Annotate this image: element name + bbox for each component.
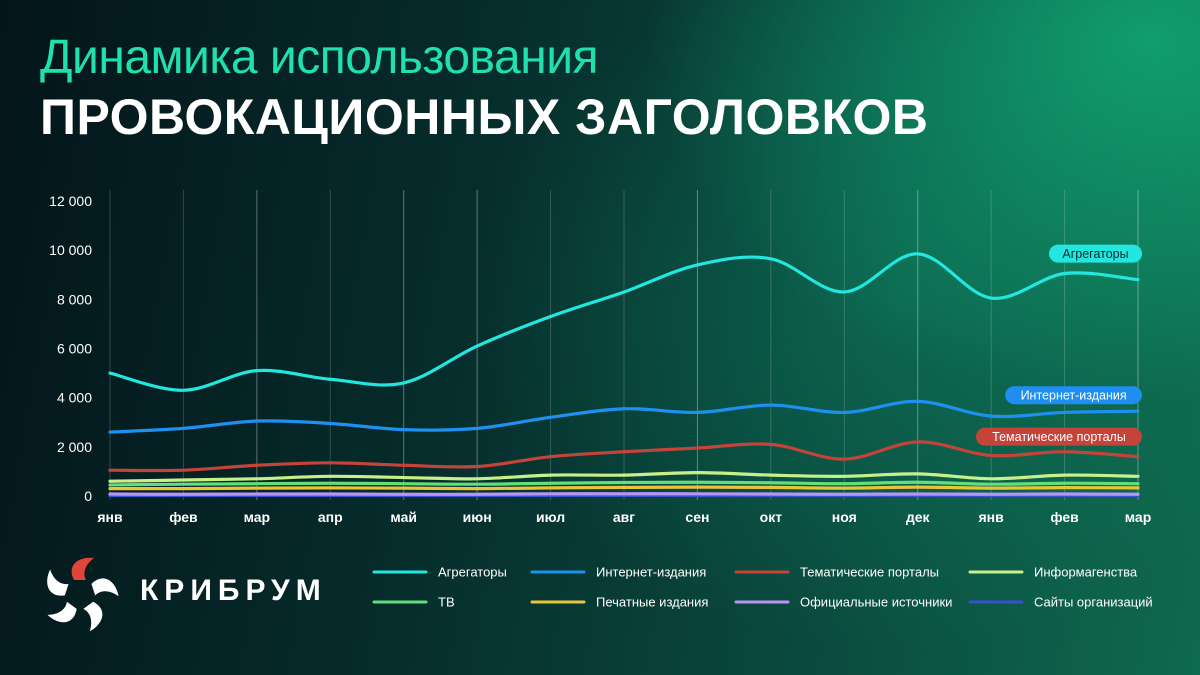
series-end-label-pill bbox=[1049, 244, 1142, 263]
y-tick-label: 2 000 bbox=[57, 439, 92, 455]
chart-title-line1: Динамика использования bbox=[40, 31, 599, 84]
series-end-labels: Агрегаторы Интернет-издания Тематические п… bbox=[976, 244, 1142, 446]
kribrum-logo-icon bbox=[47, 557, 119, 632]
x-tick-label: апр bbox=[318, 509, 343, 525]
x-tick-label: мар bbox=[244, 509, 271, 525]
y-tick-label: 0 bbox=[84, 488, 92, 504]
series-lines bbox=[108, 252, 1140, 498]
legend-label: Сайты организаций bbox=[1034, 595, 1153, 610]
series-line bbox=[108, 399, 1140, 434]
x-tick-label: ноя bbox=[832, 509, 857, 525]
x-tick-label: фев bbox=[169, 509, 198, 525]
x-tick-label: июл bbox=[536, 509, 565, 525]
legend-label: Информагенства bbox=[1034, 565, 1138, 580]
x-tick-label: сен bbox=[685, 509, 709, 525]
series-line bbox=[108, 485, 1140, 491]
x-tick-label: янв bbox=[97, 509, 123, 525]
series-line bbox=[108, 471, 1140, 483]
y-tick-label: 12 000 bbox=[49, 193, 92, 209]
series-line bbox=[108, 440, 1140, 473]
x-axis-ticks: янв фев мар апр май июн июл авг сен окт ноя дек янв ф… bbox=[97, 509, 1151, 525]
brand-name: КРИБРУМ bbox=[140, 574, 327, 607]
y-tick-label: 8 000 bbox=[57, 291, 92, 307]
series-end-label-pill bbox=[976, 427, 1142, 446]
x-tick-label: янв bbox=[979, 509, 1005, 525]
grid-lines bbox=[109, 190, 1139, 500]
series-end-label-pill bbox=[1005, 386, 1142, 405]
legend-label: Интернет-издания bbox=[596, 565, 706, 580]
series-line bbox=[108, 492, 1140, 496]
series-line bbox=[108, 480, 1140, 487]
series-line bbox=[108, 252, 1140, 392]
chart-title-line2: ПРОВОКАЦИОННЫХ ЗАГОЛОВКОВ bbox=[40, 89, 929, 145]
y-axis-ticks: 0 2 000 4 000 6 000 8 000 10 000 12 000 bbox=[49, 193, 92, 504]
series-end-label: Интернет-издания bbox=[1021, 389, 1127, 403]
series-end-label: Тематические порталы bbox=[992, 430, 1126, 444]
series-end-label: Агрегаторы bbox=[1062, 247, 1128, 261]
legend-label: Печатные издания bbox=[596, 595, 708, 610]
legend-label: Официальные источники bbox=[800, 595, 952, 610]
x-tick-label: фев bbox=[1050, 509, 1079, 525]
x-tick-label: авг bbox=[613, 509, 635, 525]
y-tick-label: 10 000 bbox=[49, 242, 92, 258]
x-tick-label: окт bbox=[760, 509, 783, 525]
legend-label: Агрегаторы bbox=[438, 565, 507, 580]
y-tick-label: 6 000 bbox=[57, 341, 92, 357]
x-tick-label: июн bbox=[463, 509, 492, 525]
x-tick-label: мар bbox=[1125, 509, 1152, 525]
y-tick-label: 4 000 bbox=[57, 390, 92, 406]
x-tick-label: дек bbox=[906, 509, 931, 525]
x-tick-label: май bbox=[390, 509, 417, 525]
legend-label: Тематические порталы bbox=[800, 565, 939, 580]
legend: Агрегаторы Интернет-издания Тематические п… bbox=[372, 565, 1153, 610]
legend-label: ТВ bbox=[438, 595, 455, 610]
